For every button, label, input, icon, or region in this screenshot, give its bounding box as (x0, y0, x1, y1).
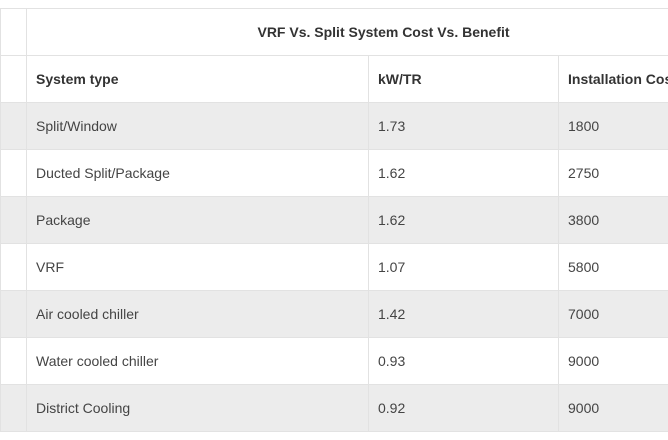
table-row: VRF 1.07 5800 (0, 243, 668, 291)
column-header-installation-cost: Installation Cos (557, 55, 668, 103)
table-row: Ducted Split/Package 1.62 2750 (0, 149, 668, 197)
kw-tr-cell: 0.92 (368, 384, 559, 432)
row-index-cell (0, 55, 27, 103)
row-index-cell (0, 290, 27, 338)
installation-cost-cell: 2750 (557, 149, 668, 197)
row-index-cell (0, 243, 27, 291)
kw-tr-cell: 1.73 (368, 102, 559, 150)
installation-cost-cell: 9000 (557, 337, 668, 385)
table-caption-row: VRF Vs. Split System Cost Vs. Benefit (0, 8, 668, 56)
kw-tr-cell: 1.42 (368, 290, 559, 338)
column-header-system-type: System type (26, 55, 369, 103)
row-index-cell (0, 384, 27, 432)
kw-tr-cell: 1.62 (368, 149, 559, 197)
kw-tr-cell: 1.62 (368, 196, 559, 244)
kw-tr-cell: 1.07 (368, 243, 559, 291)
system-type-cell: Package (26, 196, 369, 244)
row-index-cell (0, 8, 27, 56)
kw-tr-cell: 0.93 (368, 337, 559, 385)
installation-cost-cell: 7000 (557, 290, 668, 338)
row-index-cell (0, 337, 27, 385)
installation-cost-cell: 3800 (557, 196, 668, 244)
table-row: Package 1.62 3800 (0, 196, 668, 244)
row-index-cell (0, 102, 27, 150)
row-index-cell (0, 149, 27, 197)
table-row: Water cooled chiller 0.93 9000 (0, 337, 668, 385)
system-type-cell: Air cooled chiller (26, 290, 369, 338)
installation-cost-cell: 5800 (557, 243, 668, 291)
installation-cost-cell: 9000 (557, 384, 668, 432)
column-header-kw-tr: kW/TR (368, 55, 559, 103)
system-type-cell: Ducted Split/Package (26, 149, 369, 197)
table-header-row: System type kW/TR Installation Cos (0, 55, 668, 103)
table-row: District Cooling 0.92 9000 (0, 384, 668, 432)
installation-cost-cell: 1800 (557, 102, 668, 150)
table-row: Air cooled chiller 1.42 7000 (0, 290, 668, 338)
system-type-cell: Water cooled chiller (26, 337, 369, 385)
system-type-cell: VRF (26, 243, 369, 291)
row-index-cell (0, 196, 27, 244)
table-caption: VRF Vs. Split System Cost Vs. Benefit (25, 8, 668, 56)
cost-benefit-table: VRF Vs. Split System Cost Vs. Benefit Sy… (0, 8, 668, 432)
system-type-cell: Split/Window (26, 102, 369, 150)
system-type-cell: District Cooling (26, 384, 369, 432)
table-row: Split/Window 1.73 1800 (0, 102, 668, 150)
